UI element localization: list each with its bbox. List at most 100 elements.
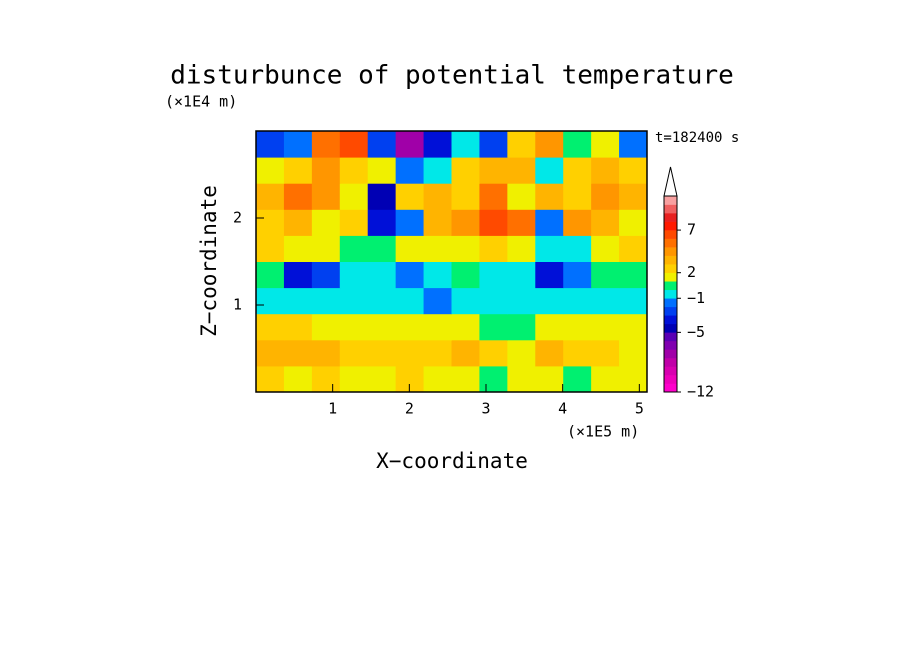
colorbar-frame bbox=[663, 195, 678, 393]
field-cell bbox=[563, 131, 592, 158]
field-cell bbox=[619, 339, 648, 367]
colorbar-segment bbox=[664, 315, 677, 325]
field-cell bbox=[591, 209, 620, 236]
field-cell bbox=[591, 261, 620, 289]
field-cell bbox=[451, 157, 480, 184]
field-cell bbox=[451, 131, 480, 158]
field-cell bbox=[283, 235, 313, 262]
field-cell bbox=[367, 157, 397, 184]
time-label: t=182400 s bbox=[655, 130, 739, 146]
field-cell bbox=[395, 287, 425, 315]
field-cell bbox=[395, 131, 425, 158]
field-cell bbox=[339, 287, 369, 315]
field-cell bbox=[619, 209, 648, 236]
field-cell bbox=[283, 365, 313, 393]
field-cell bbox=[395, 209, 425, 236]
field-cell bbox=[311, 183, 341, 210]
field-cell bbox=[535, 183, 564, 210]
y-unit: (×1E4 m) bbox=[165, 93, 237, 111]
field-cell bbox=[423, 261, 452, 289]
field-cell bbox=[563, 235, 592, 262]
field-cell bbox=[367, 339, 397, 367]
field-cell bbox=[311, 131, 341, 158]
field-cell bbox=[535, 313, 564, 341]
field-cell bbox=[479, 287, 508, 315]
field-cell bbox=[451, 339, 480, 367]
field-cell bbox=[535, 209, 564, 236]
field-cell bbox=[395, 365, 425, 393]
field-cell bbox=[256, 261, 285, 289]
colorbar-segment bbox=[664, 213, 677, 222]
y-tick-label: 2 bbox=[233, 209, 242, 227]
field-cell bbox=[311, 365, 341, 393]
colorbar-label: −5 bbox=[687, 323, 705, 341]
field-cell bbox=[591, 183, 620, 210]
field-cell bbox=[256, 209, 285, 236]
y-axis-label: Z−coordinate bbox=[197, 185, 221, 337]
colorbar-segment bbox=[664, 374, 677, 384]
field-cell bbox=[423, 365, 452, 393]
field-cell bbox=[367, 235, 397, 262]
field-cell bbox=[507, 313, 536, 341]
colorbar-segment bbox=[664, 298, 677, 308]
colorbar-segment bbox=[664, 323, 677, 333]
field-cell bbox=[507, 235, 536, 262]
overlay: 1 2 3 4 5 1 2 bbox=[233, 130, 648, 418]
field-cell bbox=[563, 209, 592, 236]
field-cell bbox=[619, 287, 648, 315]
colorbar-segment bbox=[664, 264, 677, 273]
colorbar-segment bbox=[664, 306, 677, 316]
colorbar-segment bbox=[664, 238, 677, 248]
field-cell bbox=[479, 261, 508, 289]
field-cell bbox=[451, 209, 480, 236]
colorbar-segment bbox=[664, 349, 677, 359]
field-cell bbox=[479, 339, 508, 367]
field-cell bbox=[535, 157, 564, 184]
field-cell bbox=[591, 313, 620, 341]
field-cell bbox=[423, 209, 452, 236]
field-cell bbox=[507, 209, 536, 236]
field-cell bbox=[339, 313, 369, 341]
field-cell bbox=[423, 131, 452, 158]
field-cell bbox=[535, 261, 564, 289]
field-cell bbox=[311, 235, 341, 262]
x-tick-label: 2 bbox=[405, 400, 414, 418]
field-cell bbox=[451, 261, 480, 289]
field-cell bbox=[256, 235, 285, 262]
field-cell bbox=[339, 261, 369, 289]
field-cell bbox=[535, 287, 564, 315]
field-cell bbox=[283, 339, 313, 367]
field-cell bbox=[535, 235, 564, 262]
field-cell bbox=[619, 235, 648, 262]
field-cell bbox=[367, 313, 397, 341]
chart-title: disturbunce of potential temperature bbox=[170, 61, 734, 91]
field-cell bbox=[256, 287, 285, 315]
field-cell bbox=[479, 209, 508, 236]
field-cell bbox=[451, 183, 480, 210]
field-cell bbox=[591, 365, 620, 393]
colorbar-segment bbox=[664, 272, 677, 282]
colorbar-segment bbox=[664, 204, 677, 214]
colorbar-segment bbox=[664, 289, 677, 299]
field-cell bbox=[283, 183, 313, 210]
field-cell bbox=[256, 313, 285, 341]
field-cell bbox=[535, 365, 564, 393]
field-cell bbox=[283, 287, 313, 315]
field-cell bbox=[395, 183, 425, 210]
field-cell bbox=[563, 287, 592, 315]
colorbar-segment bbox=[664, 340, 677, 350]
field-cell bbox=[256, 157, 285, 184]
field-cell bbox=[563, 261, 592, 289]
colorbar-segment bbox=[664, 281, 677, 291]
field-cell bbox=[423, 235, 452, 262]
field-cell bbox=[535, 131, 564, 158]
field-cell bbox=[619, 157, 648, 184]
x-axis-label: X−coordinate bbox=[376, 449, 528, 473]
colorbar-label: −1 bbox=[687, 289, 705, 307]
field-cell bbox=[311, 209, 341, 236]
field-cell bbox=[479, 235, 508, 262]
field-cell bbox=[283, 209, 313, 236]
field-cell bbox=[339, 235, 369, 262]
field-cell bbox=[311, 339, 341, 367]
x-unit: (×1E5 m) bbox=[567, 423, 639, 441]
